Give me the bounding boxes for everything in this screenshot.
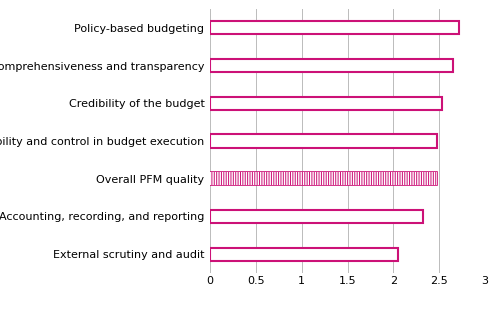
Bar bbox=[210, 135, 438, 148]
Bar bbox=[210, 59, 453, 72]
Bar bbox=[210, 172, 438, 185]
Bar bbox=[210, 21, 460, 34]
Bar bbox=[210, 97, 442, 110]
Bar bbox=[210, 210, 422, 223]
Bar bbox=[210, 248, 398, 261]
Bar bbox=[210, 172, 438, 185]
